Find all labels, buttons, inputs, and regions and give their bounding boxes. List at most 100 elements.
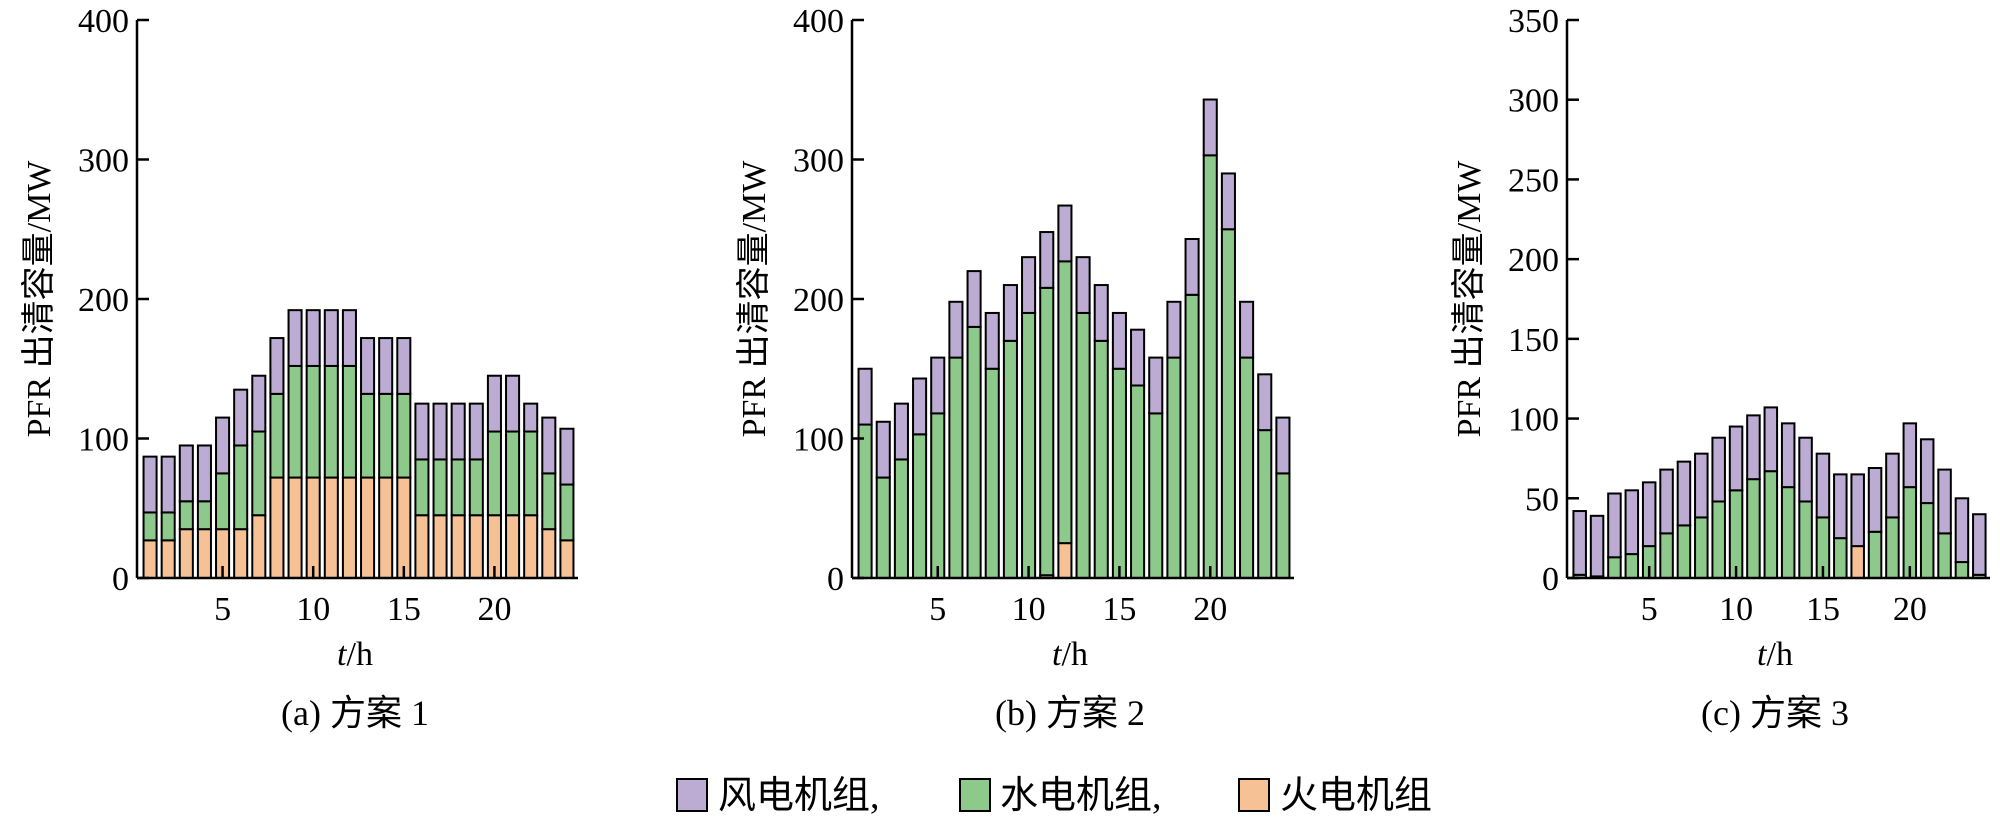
- bar-segment: [251, 374, 267, 433]
- y-tick-label: 300: [793, 143, 844, 180]
- x-axis-label-variable: t: [1757, 636, 1768, 673]
- bar-segment: [1833, 473, 1848, 540]
- bar-segment: [505, 374, 521, 433]
- bar-segment: [912, 377, 928, 436]
- bar-segment: [305, 364, 321, 479]
- bar-segment: [1850, 545, 1865, 579]
- bar-segment: [1075, 256, 1091, 314]
- x-tick-label: 20: [477, 591, 511, 628]
- bar-segment: [450, 514, 466, 579]
- x-axis-label-unit: /h: [1767, 636, 1793, 673]
- x-tick-label: 20: [1893, 591, 1927, 628]
- bar-segment: [1798, 500, 1813, 579]
- x-tick-label: 5: [214, 591, 231, 628]
- bar-segment: [1130, 328, 1146, 387]
- bar-segment: [414, 402, 430, 461]
- y-tick-label: 0: [112, 561, 129, 598]
- x-axis-label: t/h: [337, 636, 373, 673]
- bar-segment: [215, 472, 231, 531]
- bar-segment: [1711, 436, 1726, 503]
- x-tick-label: 15: [387, 591, 421, 628]
- bar-segment: [432, 402, 448, 461]
- bar-segment: [1275, 416, 1291, 475]
- bar-segment: [930, 356, 946, 415]
- bar-segment: [1184, 293, 1200, 579]
- bar-segment: [323, 364, 339, 479]
- bar-segment: [233, 444, 249, 531]
- legend: 风电机组, 水电机组, 火电机组: [676, 775, 1432, 817]
- bar-segment: [341, 364, 357, 479]
- bar-segment: [1885, 516, 1900, 579]
- bar-segment: [912, 433, 928, 579]
- bar-segment: [215, 416, 231, 475]
- bar-segment: [857, 367, 873, 426]
- bar-segment: [948, 300, 964, 359]
- bar-segment: [930, 412, 946, 580]
- bar-segment: [1257, 429, 1273, 579]
- bar-segment: [505, 514, 521, 579]
- y-axis-label: PFR 出清容量/MW: [735, 160, 773, 438]
- y-tick-label: 300: [78, 143, 129, 180]
- bar-segment: [1239, 300, 1255, 359]
- x-tick-label: 20: [1193, 591, 1227, 628]
- bar-segment: [287, 364, 303, 479]
- y-tick-label: 250: [1508, 162, 1559, 199]
- chart-panel-1: 0 100 200 300 400 5 10 15 20 t/h PFR 出清容量/MW (a) 方案…: [20, 3, 578, 733]
- bar-segment: [178, 444, 194, 503]
- bar-segment: [1607, 492, 1622, 559]
- bar-segment: [1624, 553, 1640, 580]
- bar-segment: [341, 476, 357, 579]
- legend-label: 火电机组: [1280, 775, 1432, 817]
- bar-segment: [468, 514, 484, 579]
- x-axis-label: t/h: [1757, 636, 1793, 673]
- bar-segment: [360, 392, 376, 479]
- bar-segment: [1002, 284, 1018, 342]
- bar-segment: [1075, 311, 1091, 579]
- bar-segment: [893, 402, 909, 461]
- bar-segment: [486, 374, 502, 433]
- bar-segment: [1954, 497, 1970, 564]
- y-tick-label: 150: [1508, 322, 1559, 359]
- bar-segment: [160, 539, 176, 580]
- bar-segment: [1954, 561, 1970, 579]
- bar-segment: [1937, 532, 1952, 579]
- legend-swatch: [959, 778, 991, 812]
- bar-segment: [1885, 452, 1900, 519]
- bar-segment: [1220, 228, 1236, 579]
- x-tick-label: 15: [1102, 591, 1136, 628]
- bar-segment: [1902, 486, 1918, 580]
- bar-segment: [1202, 98, 1218, 157]
- bar-segment: [1902, 422, 1918, 489]
- bar-segment: [541, 472, 557, 531]
- bar-segment: [251, 430, 267, 517]
- bar-segment: [414, 458, 430, 517]
- bar-segment: [559, 427, 575, 486]
- bar-segment: [1057, 260, 1073, 545]
- bar-segment: [1166, 300, 1182, 359]
- bar-segment: [323, 309, 339, 367]
- y-tick-label: 100: [78, 422, 129, 459]
- x-tick-label: 10: [1719, 591, 1753, 628]
- bar-segment: [1093, 284, 1109, 342]
- bar-segment: [378, 337, 394, 395]
- bar-segment: [1021, 256, 1037, 314]
- bar-segment: [1039, 286, 1055, 577]
- bar-segment: [1184, 238, 1200, 296]
- bar-segment: [1093, 339, 1109, 579]
- bar-segment: [1937, 468, 1952, 535]
- bar-segment: [251, 514, 267, 579]
- bar-segment: [1589, 514, 1605, 578]
- bar-segment: [323, 476, 339, 579]
- bar-segment: [1676, 524, 1692, 580]
- bar-segment: [541, 416, 557, 475]
- bar-segment: [360, 476, 376, 579]
- bar-segment: [378, 476, 394, 579]
- y-axis-label: PFR 出清容量/MW: [20, 160, 58, 438]
- bar-segment: [1746, 414, 1761, 481]
- x-axis-label-unit: /h: [1062, 636, 1088, 673]
- bar-segment: [450, 402, 466, 461]
- y-tick-label: 100: [1508, 402, 1559, 439]
- bar-segment: [523, 402, 539, 433]
- bar-segment: [966, 270, 982, 328]
